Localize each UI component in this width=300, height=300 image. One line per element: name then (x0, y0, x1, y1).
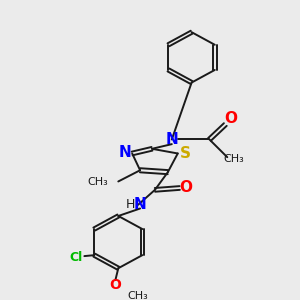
Text: O: O (179, 181, 192, 196)
Text: O: O (110, 278, 121, 292)
Text: N: N (134, 197, 146, 212)
Text: H: H (125, 198, 135, 211)
Text: N: N (165, 132, 178, 147)
Text: O: O (225, 110, 238, 125)
Text: N: N (119, 145, 132, 160)
Text: S: S (180, 146, 191, 161)
Text: CH₃: CH₃ (88, 177, 108, 188)
Text: CH₃: CH₃ (128, 291, 148, 300)
Text: CH₃: CH₃ (224, 154, 244, 164)
Text: Cl: Cl (70, 250, 83, 263)
